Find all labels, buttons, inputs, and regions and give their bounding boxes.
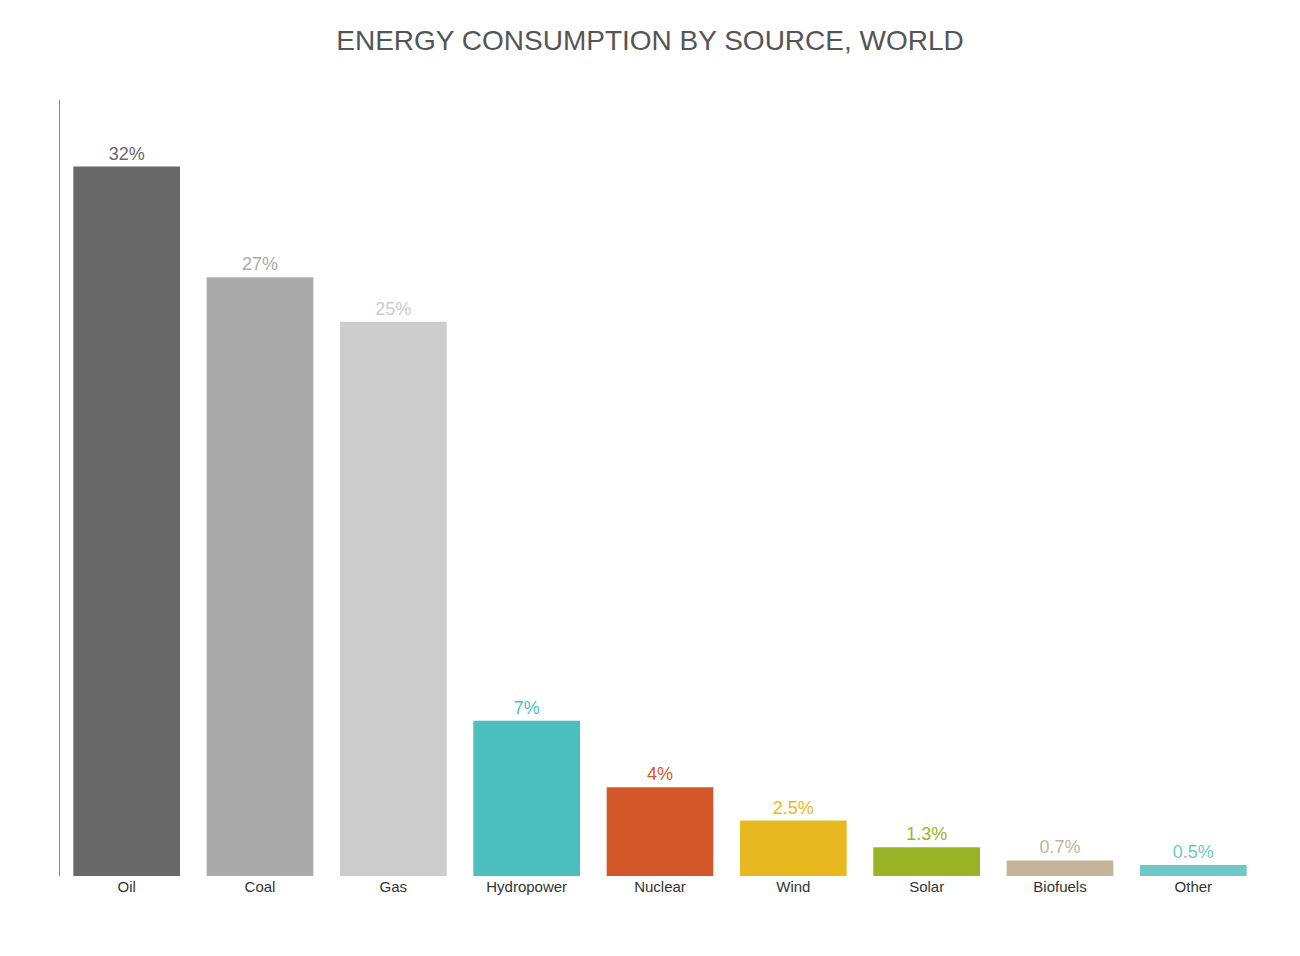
svg-text:32%: 32% — [109, 144, 145, 164]
svg-text:Wind: Wind — [776, 878, 810, 895]
svg-text:Oil: Oil — [117, 878, 135, 895]
svg-text:1.3%: 1.3% — [906, 824, 947, 844]
svg-text:ENERGY CONSUMPTION BY SOURCE,: ENERGY CONSUMPTION BY SOURCE, WORLD — [336, 25, 964, 56]
svg-text:Biofuels: Biofuels — [1033, 878, 1086, 895]
svg-text:0.7%: 0.7% — [1039, 837, 1080, 857]
svg-text:Other: Other — [1175, 878, 1213, 895]
svg-text:4%: 4% — [647, 764, 673, 784]
svg-text:2.5%: 2.5% — [773, 798, 814, 818]
svg-text:25%: 25% — [375, 299, 411, 319]
svg-text:Solar: Solar — [909, 878, 944, 895]
svg-text:0.5%: 0.5% — [1173, 842, 1214, 862]
svg-text:27%: 27% — [242, 254, 278, 274]
svg-text:Hydropower: Hydropower — [486, 878, 567, 895]
svg-text:Gas: Gas — [380, 878, 408, 895]
svg-text:7%: 7% — [514, 698, 540, 718]
svg-text:Nuclear: Nuclear — [634, 878, 686, 895]
svg-text:Coal: Coal — [245, 878, 276, 895]
